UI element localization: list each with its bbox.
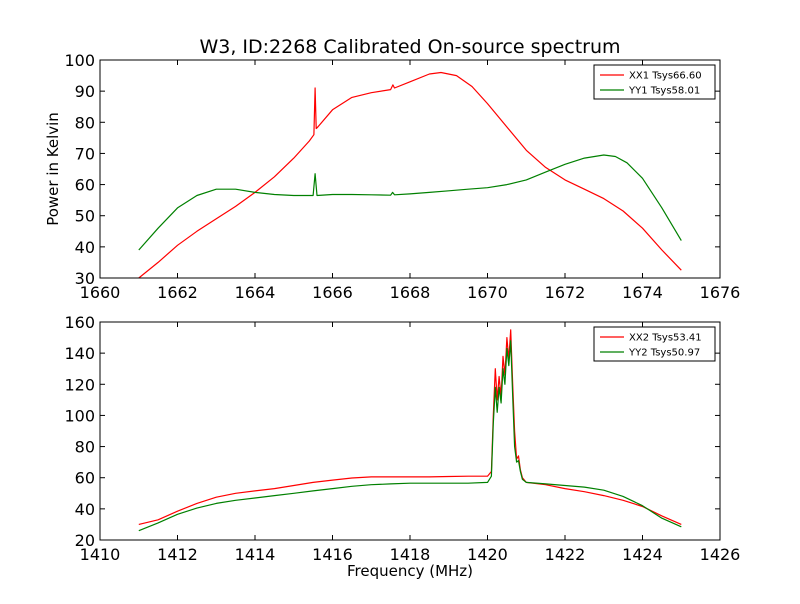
legend-label-1: XX2 Tsys53.41: [629, 333, 702, 344]
y-tick-label: 100: [64, 406, 95, 425]
series-line-1: [138, 71, 682, 278]
y-tick-label: 40: [75, 238, 95, 257]
y-tick-label: 160: [64, 313, 95, 332]
series-group: [138, 329, 682, 532]
series-line-2: [138, 340, 682, 532]
legend-label-2: YY1 Tsys58.01: [628, 86, 700, 97]
y-tick-label: 80: [75, 438, 95, 457]
x-axis-label: Frequency (MHz): [347, 562, 473, 580]
x-tick-label: 1414: [235, 545, 276, 564]
y-tick-label: 70: [75, 144, 95, 163]
x-tick-label: 1674: [622, 283, 663, 302]
y-tick-label: 60: [75, 469, 95, 488]
y-tick-label: 140: [64, 344, 95, 363]
x-tick-label: 1676: [700, 283, 741, 302]
y-axis-label: Power in Kelvin: [44, 112, 62, 226]
x-tick-label: 1410: [80, 545, 121, 564]
y-tick-label: 30: [75, 269, 95, 288]
x-tick-label: 1660: [80, 283, 121, 302]
chart-panel-2: 1410 1412 1414 1416 1418 1420 1422 1424 1426 20 40…: [64, 313, 740, 564]
series-line-2: [138, 154, 682, 251]
x-tick-label: 1670: [467, 283, 508, 302]
y-tick-label: 60: [75, 176, 95, 195]
x-tick-label: 1662: [157, 283, 198, 302]
y-tick-label: 80: [75, 113, 95, 132]
x-tick-label: 1422: [545, 545, 586, 564]
series-group: [138, 71, 682, 278]
y-tick-label: 90: [75, 82, 95, 101]
x-tick-label: 1424: [622, 545, 663, 564]
x-tick-label: 1418: [390, 545, 431, 564]
x-tick-label: 1666: [312, 283, 353, 302]
y-tick-label: 100: [64, 51, 95, 70]
legend-label-1: XX1 Tsys66.60: [629, 71, 702, 82]
y-tick-label: 40: [75, 500, 95, 519]
y-tick-label: 20: [75, 531, 95, 550]
legend-box: [593, 326, 716, 362]
x-tick-label: 1426: [700, 545, 741, 564]
x-tick-label: 1672: [545, 283, 586, 302]
x-tick-label: 1412: [157, 545, 198, 564]
y-tick-label: 120: [64, 375, 95, 394]
chart-title: W3, ID:2268 Calibrated On-source spectru…: [199, 36, 620, 58]
x-tick-label: 1420: [467, 545, 508, 564]
y-tick-label: 50: [75, 207, 95, 226]
chart-panels: 1660 1662 1664 1666 1668 1670 1672 1674 1676 30 40…: [64, 51, 740, 564]
x-tick-label: 1668: [390, 283, 431, 302]
x-tick-label: 1664: [235, 283, 276, 302]
legend-label-2: YY2 Tsys50.97: [628, 348, 700, 359]
x-tick-label: 1416: [312, 545, 353, 564]
legend: XX2 Tsys53.41 YY2 Tsys50.97: [593, 326, 716, 362]
chart-panel-1: 1660 1662 1664 1666 1668 1670 1672 1674 1676 30 40…: [64, 51, 740, 302]
legend: XX1 Tsys66.60 YY1 Tsys58.01: [593, 64, 716, 100]
legend-box: [593, 64, 716, 100]
